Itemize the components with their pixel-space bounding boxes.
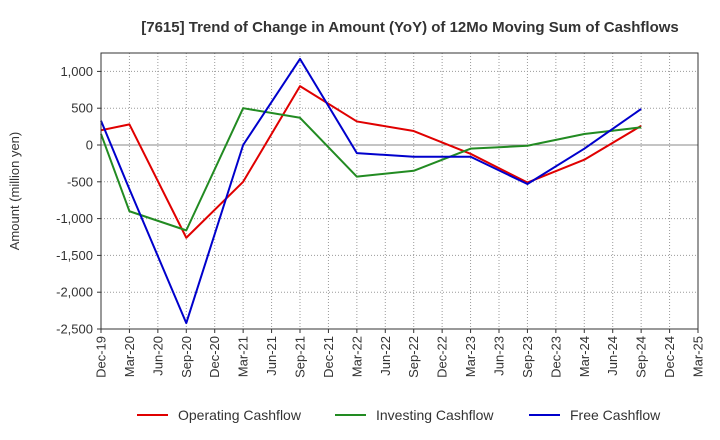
series-lines (100, 57, 642, 325)
y-tick-label: -2,500 (56, 322, 93, 337)
x-tick-label: Jun-24 (605, 336, 620, 376)
x-tick-label: Sep-21 (293, 336, 308, 378)
x-tick-label: Dec-24 (662, 336, 677, 378)
gridlines (100, 53, 699, 330)
x-tick-label: Mar-24 (577, 336, 592, 377)
x-tick-label: Jun-23 (492, 336, 507, 376)
x-tick-label: Dec-21 (321, 336, 336, 378)
legend: Operating Cashflow Investing Cashflow Free… (137, 407, 661, 423)
x-tick-label: Mar-25 (691, 336, 706, 377)
y-tick-label: -2,000 (56, 285, 93, 300)
x-tick-label: Sep-20 (179, 336, 194, 378)
y-tick-label: 500 (71, 101, 93, 116)
y-tick-label: 0 (86, 138, 93, 153)
x-tick-label: Mar-21 (236, 336, 251, 377)
investing-cashflow-legend-label: Investing Cashflow (376, 407, 494, 423)
plot-border (100, 52, 699, 330)
x-tick-label: Sep-22 (406, 336, 421, 378)
x-tick-label: Jun-21 (264, 336, 279, 376)
operating-cashflow-legend-label: Operating Cashflow (178, 407, 302, 423)
operating-cashflow-line (100, 85, 642, 239)
y-tick-label: -500 (67, 174, 93, 189)
investing-cashflow-line (100, 107, 642, 232)
x-tick-label: Sep-23 (520, 336, 535, 378)
x-tick-label: Jun-22 (378, 336, 393, 376)
y-axis-label: Amount (million yen) (7, 132, 22, 251)
x-tick-label: Dec-22 (435, 336, 450, 378)
x-tick-label: Mar-22 (349, 336, 364, 377)
x-tick-label: Jun-20 (150, 336, 165, 376)
x-tick-label: Dec-19 (94, 336, 109, 378)
x-tick-label: Mar-23 (463, 336, 478, 377)
free-cashflow-legend-label: Free Cashflow (570, 407, 661, 423)
free-cashflow-line (100, 57, 642, 325)
y-tick-label: 1,000 (60, 64, 93, 79)
x-tick-label: Dec-20 (207, 336, 222, 378)
y-tick-label: -1,500 (56, 248, 93, 263)
x-tick-label: Sep-24 (634, 336, 649, 378)
chart-title: [7615] Trend of Change in Amount (YoY) o… (141, 19, 679, 36)
y-tick-label: -1,000 (56, 211, 93, 226)
plot-area (101, 53, 698, 329)
y-axis-ticks: 1,000 500 0 -500 -1,000 -1,500 -2,000 -2,500 (56, 64, 101, 337)
x-tick-label: Mar-20 (122, 336, 137, 377)
x-tick-label: Dec-23 (548, 336, 563, 378)
x-axis-ticks: Dec-19 Mar-20 Jun-20 Sep-20 Dec-20 Mar-21 Jun-… (94, 329, 706, 378)
